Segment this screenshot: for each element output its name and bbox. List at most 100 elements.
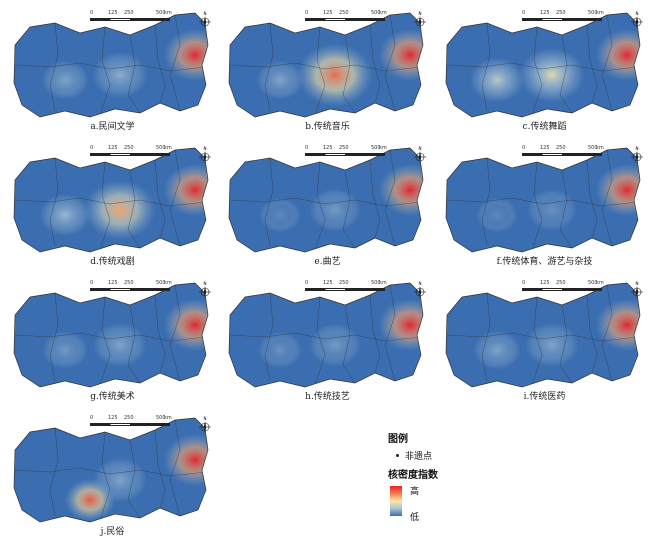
province-border xyxy=(14,62,207,72)
scale-tick-label: 500 xyxy=(156,10,166,16)
panel-caption: h.传统技艺 xyxy=(305,392,350,402)
province-border xyxy=(99,161,111,251)
scale-tick-label: 0 xyxy=(522,145,526,151)
north-arrow-icon: N xyxy=(413,146,427,164)
scale-tick-label: 0 xyxy=(305,280,309,286)
density-map xyxy=(228,12,424,118)
scale-line xyxy=(305,18,385,21)
scale-unit: km xyxy=(596,145,604,151)
density-map xyxy=(445,147,641,253)
province-border xyxy=(481,292,491,382)
region-outline xyxy=(13,417,209,523)
province-border xyxy=(99,26,111,116)
province-border xyxy=(127,34,141,114)
north-label: N xyxy=(204,11,207,16)
scale-tick-label: 250 xyxy=(556,145,566,151)
north-arrow-icon: N xyxy=(630,146,644,164)
province-border xyxy=(446,197,639,207)
scale-unit: km xyxy=(164,10,172,16)
scale-bar: 0 125 250 500 km xyxy=(90,10,172,23)
scale-tick-label: 250 xyxy=(339,10,349,16)
scale-line xyxy=(522,18,602,21)
region-outline xyxy=(228,147,424,253)
scale-tick-label: 0 xyxy=(305,10,309,16)
province-border xyxy=(314,26,326,116)
scale-tick-label: 125 xyxy=(323,10,333,16)
scale-bar: 0 125 250 500 km xyxy=(305,10,387,23)
province-border xyxy=(49,427,59,517)
province-border xyxy=(314,161,326,251)
density-map xyxy=(13,282,209,388)
density-hotspot xyxy=(93,322,147,368)
legend-title: 图例 xyxy=(388,434,408,445)
scale-tick-label: 125 xyxy=(323,280,333,286)
density-hotspot xyxy=(258,332,302,368)
scale-bar: 0 125 250 500 km xyxy=(90,415,172,428)
scale-tick-label: 125 xyxy=(108,10,118,16)
legend-point-label: 非遗点 xyxy=(405,452,433,462)
province-border xyxy=(229,62,422,72)
panel-caption: i.传统医药 xyxy=(523,392,566,402)
density-color-ramp xyxy=(390,486,402,516)
scale-unit: km xyxy=(596,280,604,286)
scale-tick-label: 0 xyxy=(90,145,94,151)
scale-unit: km xyxy=(379,145,387,151)
scale-unit: km xyxy=(164,415,172,421)
north-label: N xyxy=(636,281,639,286)
north-label: N xyxy=(204,146,207,151)
north-label: N xyxy=(419,281,422,286)
province-border xyxy=(481,22,491,112)
north-arrow-icon: N xyxy=(198,146,212,164)
province-border xyxy=(481,157,491,247)
region-outline xyxy=(13,282,209,388)
density-hotspot xyxy=(297,43,373,107)
scale-line xyxy=(90,288,170,291)
province-border xyxy=(446,332,639,342)
scale-unit: km xyxy=(379,10,387,16)
density-hotspot xyxy=(259,197,301,233)
density-hotspot xyxy=(470,57,524,103)
province-border xyxy=(169,149,181,247)
scale-tick-label: 250 xyxy=(124,415,134,421)
scale-bar: 0 125 250 500 km xyxy=(305,280,387,293)
scale-bar: 0 125 250 500 km xyxy=(90,280,172,293)
province-border xyxy=(369,159,381,239)
province-border xyxy=(169,14,181,112)
province-border xyxy=(229,332,422,342)
north-arrow-icon: N xyxy=(198,11,212,29)
scale-tick-label: 0 xyxy=(522,10,526,16)
province-border xyxy=(559,34,573,114)
north-arrow-icon: N xyxy=(198,281,212,299)
panel-caption: f.传统体育、游艺与杂技 xyxy=(496,257,593,267)
panel-caption: b.传统音乐 xyxy=(305,122,350,132)
north-arrow-icon: N xyxy=(198,416,212,434)
province-border xyxy=(314,296,326,386)
scale-line xyxy=(90,153,170,156)
region-outline xyxy=(13,12,209,118)
north-arrow-icon: N xyxy=(413,11,427,29)
scale-bar: 0 125 250 500 km xyxy=(522,280,604,293)
scale-tick-label: 250 xyxy=(124,145,134,151)
density-map xyxy=(228,147,424,253)
province-border xyxy=(601,284,613,382)
province-border xyxy=(342,169,356,249)
density-hotspot xyxy=(309,323,361,367)
north-label: N xyxy=(419,146,422,151)
scale-tick-label: 0 xyxy=(90,415,94,421)
scale-tick-label: 0 xyxy=(90,280,94,286)
scale-tick-label: 500 xyxy=(156,415,166,421)
province-border xyxy=(531,26,543,116)
scale-tick-label: 500 xyxy=(588,10,598,16)
province-border xyxy=(229,197,422,207)
scale-tick-label: 125 xyxy=(108,280,118,286)
province-border xyxy=(127,439,141,519)
panel-caption: c.传统舞蹈 xyxy=(522,122,567,132)
panel-caption: d.传统戏剧 xyxy=(90,257,135,267)
panel-caption: j.民俗 xyxy=(100,527,125,537)
density-hotspot xyxy=(309,188,361,232)
density-map xyxy=(445,12,641,118)
panel-caption: e.曲艺 xyxy=(314,257,341,267)
province-border xyxy=(14,467,207,477)
